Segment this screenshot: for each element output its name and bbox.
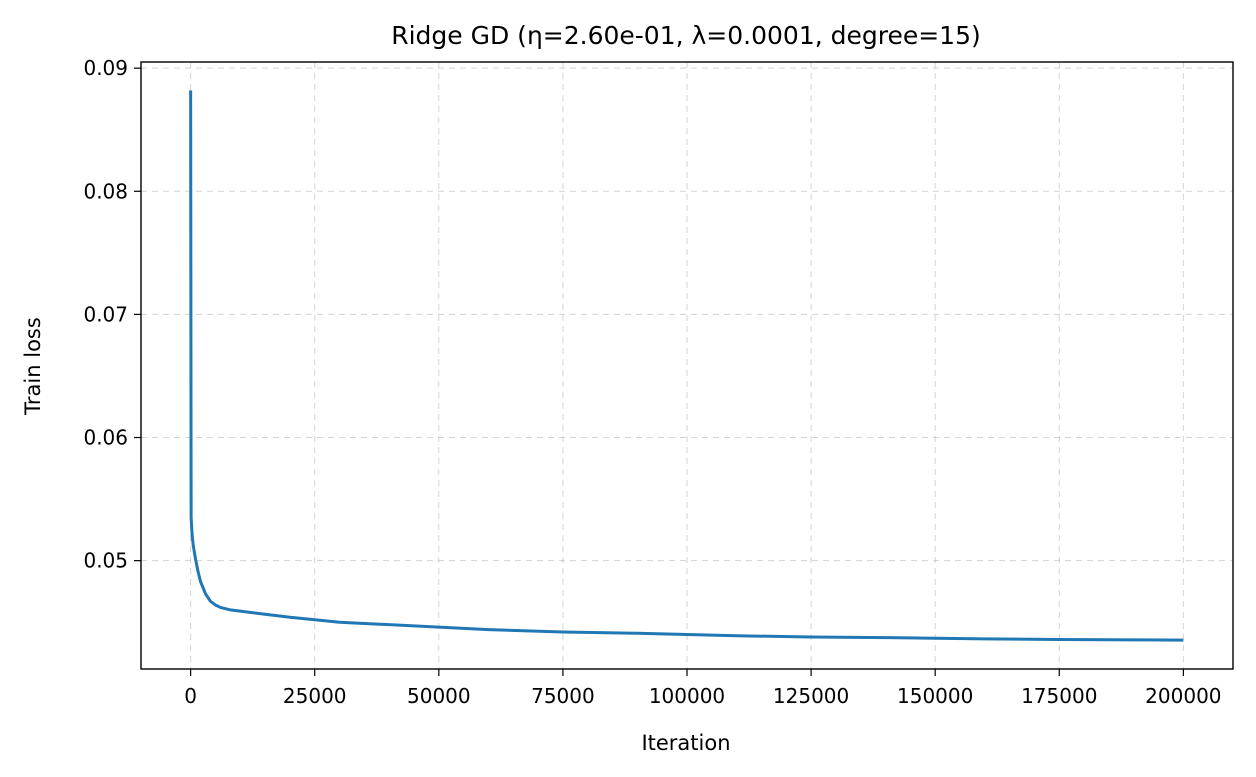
series-layer [189, 90, 1184, 642]
y-tick-label: 0.06 [83, 426, 128, 450]
x-tick-label: 125000 [773, 684, 849, 708]
y-tick-label: 0.09 [83, 56, 128, 80]
x-tick-label: 25000 [283, 684, 347, 708]
x-tick-label: 175000 [1021, 684, 1097, 708]
x-tick-label: 150000 [897, 684, 973, 708]
x-axis-label: Iteration [641, 731, 730, 755]
y-tick-label: 0.08 [83, 179, 128, 203]
y-tick-label: 0.07 [83, 302, 128, 326]
x-tick-label: 0 [184, 684, 197, 708]
y-axis-label: Train loss [21, 317, 45, 416]
x-tick-label: 200000 [1145, 684, 1221, 708]
grid-lines [141, 62, 1233, 669]
train-loss-line [189, 90, 1184, 642]
chart-title: Ridge GD (η=2.60e-01, λ=0.0001, degree=1… [391, 21, 981, 50]
x-tick-label: 75000 [531, 684, 595, 708]
x-tick-label: 100000 [649, 684, 725, 708]
axis-ticks: 0 25000 50000 75000 100000 125000 150000 175000… [83, 56, 1221, 708]
y-tick-label: 0.05 [83, 549, 128, 573]
x-tick-label: 50000 [407, 684, 471, 708]
